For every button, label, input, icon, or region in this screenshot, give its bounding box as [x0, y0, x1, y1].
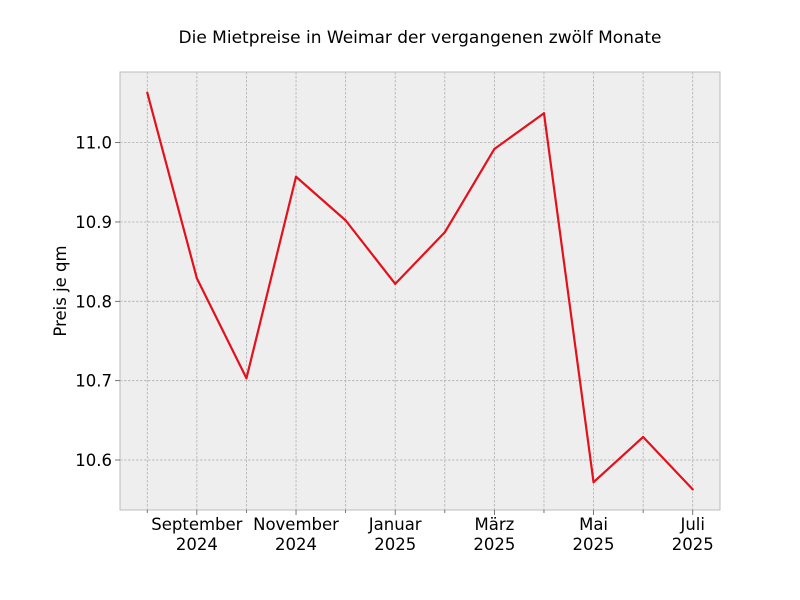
x-tick-label-month: Juli: [679, 515, 705, 534]
x-tick-label-month: September: [151, 515, 242, 534]
data-point: [294, 175, 298, 178]
plot-area: [120, 72, 720, 510]
series-line: [146, 92, 694, 491]
data-point: [394, 282, 397, 285]
data-point: [592, 481, 595, 484]
x-tick-label-year: 2025: [473, 535, 515, 554]
y-axis: 10.6 10.7 10.8 10.9 11.0: [75, 134, 120, 470]
x-tick-label-month: Januar: [368, 515, 422, 534]
data-point: [344, 219, 347, 222]
x-tick-label-month: März: [474, 515, 514, 534]
y-tick-label: 10.6: [75, 451, 112, 470]
plot-frame: [119, 71, 721, 511]
x-tick-label-month: November: [253, 515, 339, 534]
data-point: [195, 277, 198, 280]
grid: [120, 72, 720, 510]
x-tick-label-year: 2024: [275, 535, 317, 554]
data-point: [542, 112, 546, 115]
x-tick-label-month: Mai: [579, 515, 608, 534]
x-tick-label-year: 2024: [176, 535, 218, 554]
y-tick-label: 11.0: [75, 134, 112, 153]
y-tick-label: 10.7: [75, 372, 112, 391]
x-tick-label-year: 2025: [672, 535, 714, 554]
data-point: [146, 91, 149, 94]
data-point: [443, 231, 446, 234]
data-point: [691, 488, 694, 491]
data-point: [245, 377, 248, 380]
y-tick-label: 10.9: [75, 213, 112, 232]
chart-title: Die Mietpreise in Weimar der vergangenen…: [179, 28, 662, 48]
y-axis-label: Preis je qm: [51, 245, 70, 336]
data-point: [642, 435, 645, 439]
y-tick-label: 10.8: [75, 292, 112, 311]
x-axis: September2024November2024Januar2025März2…: [146, 510, 714, 554]
x-tick-label-year: 2025: [573, 535, 615, 554]
x-tick-label-year: 2025: [374, 535, 416, 554]
data-point: [493, 147, 496, 151]
series-layer: [146, 91, 694, 491]
